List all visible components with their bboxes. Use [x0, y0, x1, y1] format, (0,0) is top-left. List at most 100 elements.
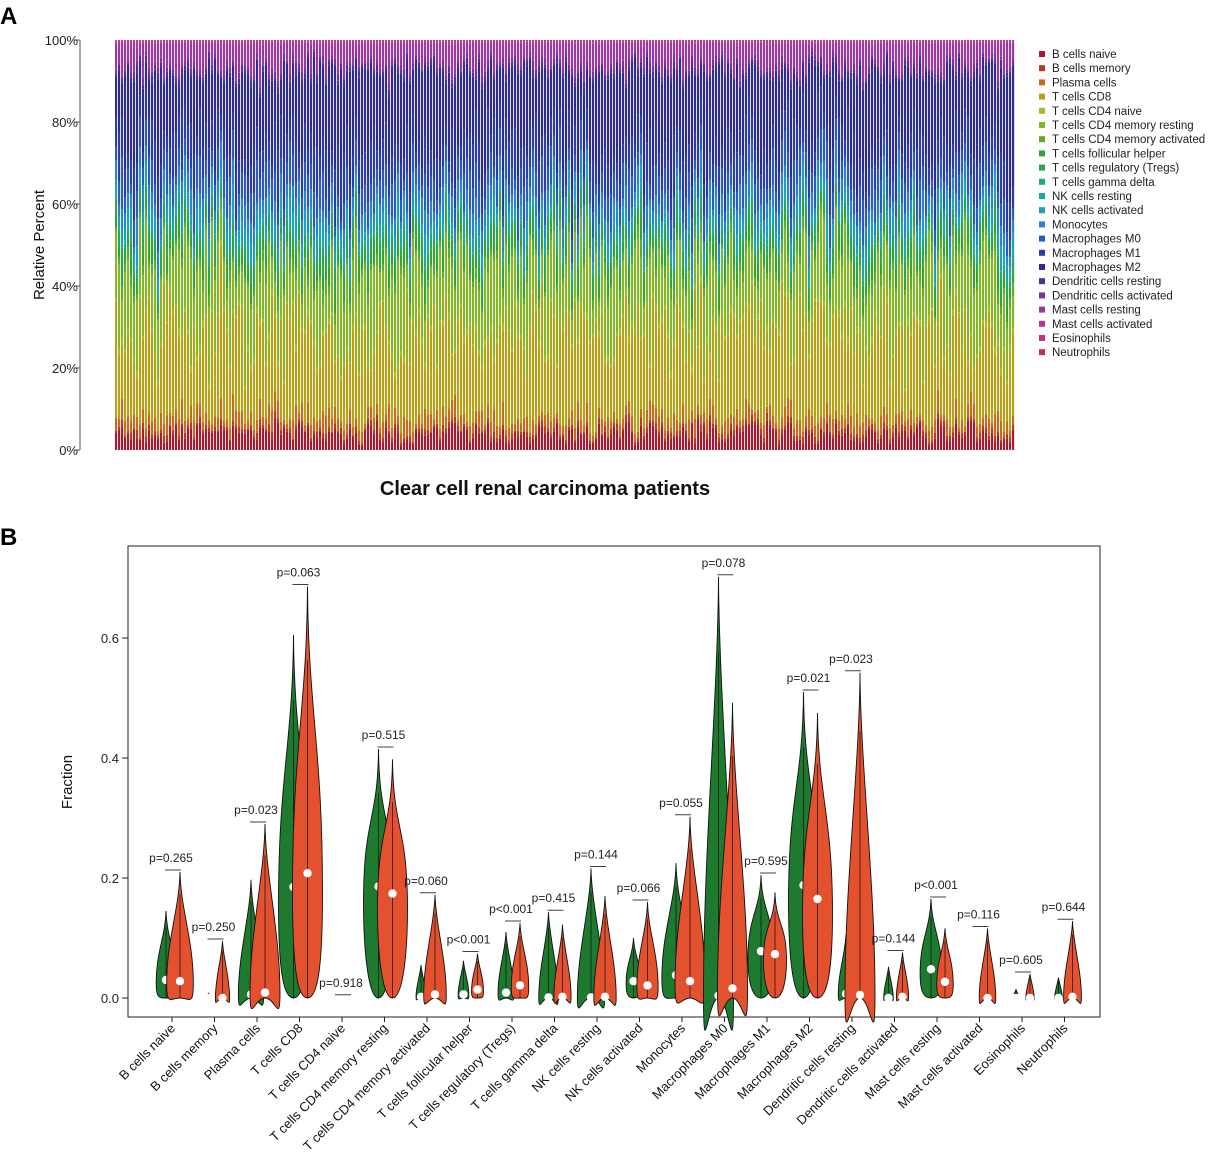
bar-segment	[262, 221, 265, 225]
bar-segment	[631, 323, 634, 329]
bar-segment	[391, 65, 394, 157]
bar-segment	[304, 234, 307, 246]
bar-segment	[463, 273, 466, 336]
bar-segment	[301, 267, 304, 286]
bar-segment	[118, 247, 121, 258]
bar-segment	[172, 229, 175, 235]
bar-segment	[154, 185, 157, 205]
bar-segment	[418, 261, 421, 309]
bar-segment	[562, 261, 565, 265]
bar-segment	[727, 221, 730, 225]
bar-segment	[757, 211, 760, 233]
bar-segment	[580, 208, 583, 217]
bar-segment	[286, 183, 289, 198]
bar-segment	[622, 429, 625, 450]
bar-segment	[499, 323, 502, 427]
stacked-bar	[232, 40, 235, 450]
stacked-bar	[205, 40, 208, 450]
bar-segment	[334, 250, 337, 264]
bar-segment	[181, 181, 184, 205]
bar-segment	[541, 61, 544, 68]
bar-segment	[379, 224, 382, 240]
bar-segment	[232, 420, 235, 426]
bar-segment	[319, 41, 322, 43]
bar-segment	[163, 189, 166, 196]
bar-segment	[118, 418, 121, 427]
bar-segment	[439, 66, 442, 68]
bar-segment	[391, 427, 394, 438]
bar-segment	[403, 267, 406, 278]
bar-segment	[613, 422, 616, 427]
bar-segment	[499, 194, 502, 212]
bar-segment	[451, 82, 454, 88]
bar-segment	[679, 206, 682, 214]
bar-segment	[307, 175, 310, 208]
bar-segment	[352, 248, 355, 261]
bar-segment	[235, 263, 238, 270]
bar-segment	[154, 260, 157, 270]
bar-segment	[589, 219, 592, 222]
bar-segment	[319, 158, 322, 180]
bar-segment	[145, 61, 148, 90]
bar-segment	[499, 221, 502, 318]
bar-segment	[511, 131, 514, 168]
bar-segment	[508, 248, 511, 265]
bar-segment	[664, 278, 667, 306]
bar-segment	[655, 214, 658, 232]
bar-segment	[130, 72, 133, 78]
bar-segment	[682, 243, 685, 249]
bar-segment	[508, 57, 511, 63]
bar-segment	[757, 319, 760, 410]
bar-segment	[424, 290, 427, 305]
bar-segment	[604, 41, 607, 45]
bar-segment	[448, 218, 451, 225]
stacked-bar	[670, 40, 673, 450]
bar-segment	[700, 125, 703, 151]
bar-segment	[427, 429, 430, 435]
bar-segment	[403, 198, 406, 217]
bar-segment	[721, 222, 724, 228]
bar-segment	[514, 42, 517, 44]
bar-segment	[250, 371, 253, 413]
bar-segment	[649, 43, 652, 63]
bar-segment	[694, 437, 697, 444]
bar-segment	[400, 442, 403, 446]
bar-segment	[346, 265, 349, 347]
bar-segment	[532, 239, 535, 256]
bar-segment	[385, 40, 388, 41]
bar-segment	[421, 68, 424, 70]
bar-segment	[133, 40, 136, 41]
bar-segment	[544, 191, 547, 226]
bar-segment	[379, 243, 382, 251]
bar-segment	[724, 336, 727, 341]
bar-segment	[502, 323, 505, 332]
bar-segment	[136, 218, 139, 247]
bar-segment	[724, 265, 727, 284]
bar-segment	[610, 276, 613, 286]
bar-segment	[715, 326, 718, 332]
bar-segment	[589, 76, 592, 165]
bar-segment	[403, 246, 406, 268]
bar-segment	[532, 209, 535, 233]
bar-segment	[433, 424, 436, 427]
bar-segment	[685, 43, 688, 70]
bar-segment	[691, 286, 694, 289]
bar-segment	[292, 41, 295, 44]
bar-segment	[484, 209, 487, 227]
stacked-bar	[448, 40, 451, 450]
bar-segment	[526, 41, 529, 45]
bar-segment	[331, 58, 334, 63]
bar-segment	[367, 61, 370, 68]
bar-segment	[433, 42, 436, 44]
bar-segment	[559, 189, 562, 205]
bar-segment	[550, 434, 553, 439]
bar-segment	[199, 73, 202, 77]
bar-segment	[685, 296, 688, 360]
bar-segment	[373, 429, 376, 434]
stacked-bar	[208, 40, 211, 450]
bar-segment	[364, 40, 367, 41]
bar-segment	[460, 70, 463, 72]
bar-segment	[652, 421, 655, 426]
bar-segment	[535, 435, 538, 450]
bar-segment	[589, 248, 592, 259]
